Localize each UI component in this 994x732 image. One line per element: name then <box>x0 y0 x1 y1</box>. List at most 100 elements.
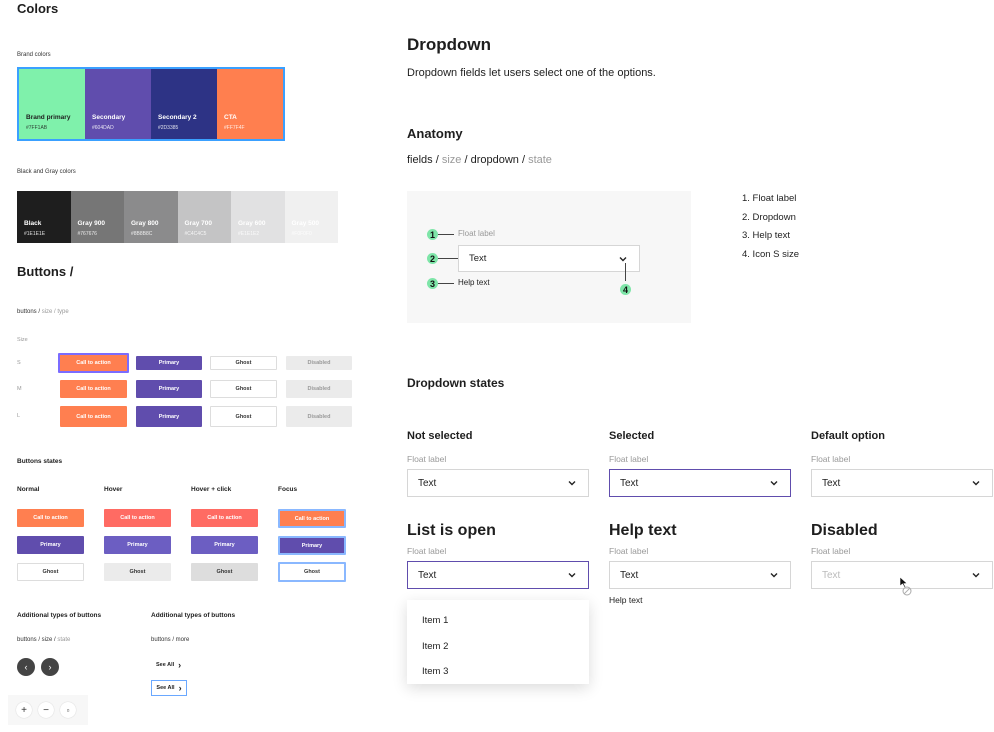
state-not-selected-title: Not selected <box>407 430 473 442</box>
additional-types-title-1: Additional types of buttons <box>17 612 102 619</box>
swatch-gray-500[interactable]: Gray 500 #F0F0F0 <box>284 191 338 243</box>
ghost-button-hover-click[interactable]: Ghost <box>191 563 258 581</box>
brand-colors-label: Brand colors <box>17 52 51 58</box>
chevron-right-icon: › <box>178 660 182 670</box>
leader-line-1 <box>438 234 454 235</box>
primary-button-hover-click[interactable]: Primary <box>191 536 258 554</box>
anatomy-diagram: 1 Float label 2 Text 4 3 Help text <box>407 191 691 323</box>
cta-button-focus[interactable]: Call to action <box>278 509 346 528</box>
disabled-button-l: Disabled <box>286 406 352 427</box>
see-all-link-focus[interactable]: See All › <box>151 680 187 696</box>
ghost-button-normal[interactable]: Ghost <box>17 563 84 581</box>
float-label: Float label <box>811 454 851 464</box>
size-l-label: L <box>17 413 21 419</box>
additional-breadcrumb-2: buttons / more <box>151 637 190 643</box>
state-hover-label: Hover <box>104 486 123 493</box>
anatomy-float-label: Float label <box>458 229 495 238</box>
leader-line-4 <box>625 263 626 281</box>
see-all-link[interactable]: See All › <box>156 660 182 670</box>
swatch-secondary[interactable]: Secondary #604DAD <box>85 69 151 139</box>
float-label: Float label <box>811 546 851 556</box>
ghost-button-l[interactable]: Ghost <box>210 406 277 427</box>
size-s-label: S <box>17 360 21 366</box>
primary-button-hover[interactable]: Primary <box>104 536 171 554</box>
disabled-button-s: Disabled <box>286 356 352 370</box>
anatomy-dropdown: Text <box>458 245 640 272</box>
dropdown-not-selected[interactable]: Text <box>407 469 589 497</box>
dropdown-default-option[interactable]: Text <box>811 469 993 497</box>
buttons-breadcrumb: buttons / size / type <box>17 309 69 315</box>
dropdown-menu: Item 1 Item 2 Item 3 <box>407 600 589 684</box>
fields-breadcrumb: fields / size / dropdown / state <box>407 154 552 166</box>
marker-1: 1 <box>427 229 438 240</box>
state-selected-title: Selected <box>609 430 655 442</box>
plus-icon: + <box>21 704 27 716</box>
primary-button-normal[interactable]: Primary <box>17 536 84 554</box>
state-list-open-title: List is open <box>407 522 496 539</box>
state-hover-click-label: Hover + click <box>191 486 232 493</box>
size-label: Size <box>17 337 28 343</box>
chevron-down-icon <box>770 481 778 486</box>
additional-types-title-2: Additional types of buttons <box>151 612 236 619</box>
swatch-secondary-2[interactable]: Secondary 2 #2D3385 <box>151 69 217 139</box>
cta-button-hover-click[interactable]: Call to action <box>191 509 258 527</box>
cta-button-m[interactable]: Call to action <box>60 380 127 398</box>
cta-button-s[interactable]: Call to action <box>58 353 129 373</box>
menu-item-3[interactable]: Item 3 <box>422 666 449 678</box>
swatch-gray-900[interactable]: Gray 900 #767676 <box>70 191 124 243</box>
primary-button-m[interactable]: Primary <box>136 380 202 398</box>
gray-colors-label: Black and Gray colors <box>17 169 76 175</box>
chevron-down-icon <box>568 573 576 578</box>
disabled-button-m: Disabled <box>286 380 352 398</box>
zoom-out-button[interactable]: − <box>38 702 54 718</box>
cta-button-l[interactable]: Call to action <box>60 406 127 427</box>
legend-item: 2. Dropdown <box>742 211 796 223</box>
swatch-brand-primary[interactable]: Brand primary #7FF1AB <box>19 69 85 139</box>
dropdown-list-open[interactable]: Text <box>407 561 589 589</box>
state-normal-label: Normal <box>17 486 40 493</box>
chevron-down-icon <box>770 573 778 578</box>
swatch-cta[interactable]: CTA #FF7F4F <box>217 69 283 139</box>
swatch-gray-800[interactable]: Gray 800 #8B8B8C <box>124 191 178 243</box>
size-m-label: M <box>17 386 22 392</box>
menu-item-2[interactable]: Item 2 <box>422 640 449 652</box>
buttons-states-title: Buttons states <box>17 458 63 465</box>
state-help-text-title: Help text <box>609 522 677 539</box>
fit-screen-button[interactable]: ▫ <box>60 702 76 718</box>
dropdown-help-text[interactable]: Text <box>609 561 791 589</box>
cta-button-hover[interactable]: Call to action <box>104 509 171 527</box>
ghost-button-hover[interactable]: Ghost <box>104 563 171 581</box>
next-arrow-button[interactable]: › <box>41 658 59 676</box>
ghost-button-s[interactable]: Ghost <box>210 356 277 370</box>
marker-4: 4 <box>620 284 631 295</box>
leader-line-2 <box>438 258 458 259</box>
dropdown-states-title: Dropdown states <box>407 376 505 390</box>
swatch-gray-700[interactable]: Gray 700 #C4C4C5 <box>177 191 231 243</box>
additional-breadcrumb-1: buttons / size / state <box>17 637 71 643</box>
brand-swatches[interactable]: Brand primary #7FF1AB Secondary #604DAD … <box>17 67 285 141</box>
dropdown-title: Dropdown <box>407 35 492 54</box>
primary-button-s[interactable]: Primary <box>136 356 202 370</box>
primary-button-l[interactable]: Primary <box>136 406 202 427</box>
help-text: Help text <box>609 595 643 605</box>
leader-line-3 <box>438 283 454 284</box>
buttons-title: Buttons / <box>17 264 74 279</box>
ghost-button-focus[interactable]: Ghost <box>278 562 346 582</box>
dropdown-selected[interactable]: Text <box>609 469 791 497</box>
float-label: Float label <box>609 546 649 556</box>
not-allowed-cursor-icon <box>899 576 912 596</box>
float-label: Float label <box>407 454 447 464</box>
gray-swatches[interactable]: Black #1E1E1E Gray 900 #767676 Gray 800 … <box>17 191 338 243</box>
state-default-option-title: Default option <box>811 430 885 442</box>
float-label: Float label <box>609 454 649 464</box>
state-focus-label: Focus <box>278 486 298 493</box>
zoom-in-button[interactable]: + <box>16 702 32 718</box>
menu-item-1[interactable]: Item 1 <box>422 615 449 627</box>
swatch-black[interactable]: Black #1E1E1E <box>17 191 71 243</box>
primary-button-focus[interactable]: Primary <box>278 536 346 555</box>
ghost-button-m[interactable]: Ghost <box>210 380 277 398</box>
cta-button-normal[interactable]: Call to action <box>17 509 84 527</box>
prev-arrow-button[interactable]: ‹ <box>17 658 35 676</box>
swatch-gray-600[interactable]: Gray 600 #E1E1E2 <box>231 191 285 243</box>
legend-item: 4. Icon S size <box>742 248 800 260</box>
